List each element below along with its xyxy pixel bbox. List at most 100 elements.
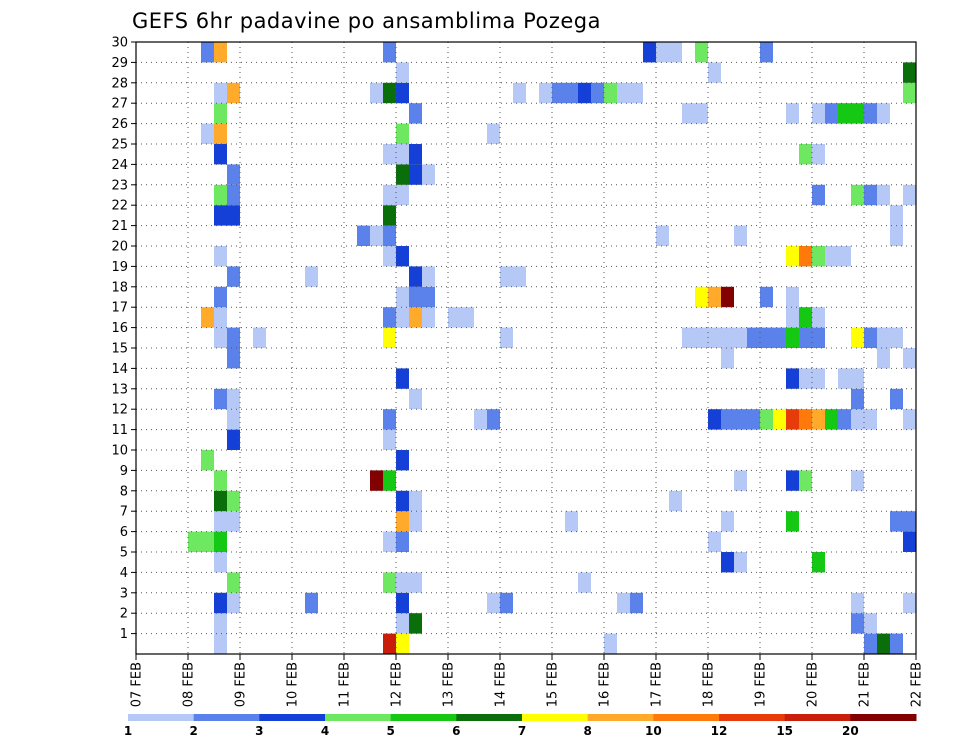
precip-cell bbox=[734, 552, 747, 573]
precip-cell bbox=[396, 613, 409, 634]
precip-cell bbox=[864, 409, 877, 430]
y-tick-label: 1 bbox=[120, 627, 128, 642]
x-tick-label: 22 FEB bbox=[910, 662, 925, 707]
precip-cell bbox=[799, 246, 812, 267]
precip-cell bbox=[721, 511, 734, 532]
precip-cell bbox=[383, 409, 396, 430]
precip-cell bbox=[565, 511, 578, 532]
precip-cell bbox=[578, 572, 591, 593]
precip-cell bbox=[500, 266, 513, 287]
precip-cell bbox=[760, 327, 773, 348]
precip-cell bbox=[214, 286, 227, 308]
colorbar-swatch bbox=[653, 714, 720, 721]
colorbar-label: 4 bbox=[321, 724, 329, 738]
precip-cell bbox=[500, 327, 513, 348]
precip-cell bbox=[695, 103, 708, 124]
y-tick-label: 14 bbox=[111, 362, 128, 377]
colorbar-label: 2 bbox=[189, 724, 197, 738]
y-tick-label: 22 bbox=[111, 199, 128, 214]
precip-cell bbox=[656, 42, 669, 63]
precip-cell bbox=[669, 490, 682, 512]
precip-cell bbox=[630, 82, 643, 104]
x-tick-label: 20 FEB bbox=[806, 662, 821, 707]
precip-cell bbox=[851, 613, 864, 634]
precip-cell bbox=[903, 184, 916, 206]
y-tick-label: 4 bbox=[120, 566, 128, 581]
colorbar-label: 20 bbox=[842, 724, 859, 738]
precip-cell bbox=[214, 511, 227, 532]
precip-cell bbox=[682, 103, 695, 124]
precip-cell bbox=[864, 633, 877, 654]
precip-cell bbox=[903, 511, 916, 532]
colorbar: 1 2 3 4 5 6 7 8 10 12 15 20 bbox=[124, 714, 917, 738]
colorbar-label: 7 bbox=[518, 724, 526, 738]
precip-cell bbox=[227, 490, 240, 512]
precip-cell bbox=[812, 246, 825, 267]
y-tick-label: 19 bbox=[111, 260, 128, 275]
colorbar-label: 10 bbox=[645, 724, 662, 738]
precip-cell bbox=[825, 103, 838, 124]
precip-cell bbox=[422, 164, 435, 185]
precip-cell bbox=[760, 42, 773, 63]
precip-cell bbox=[786, 409, 799, 430]
precip-cell bbox=[838, 103, 851, 124]
precip-cell bbox=[760, 286, 773, 308]
precip-cell bbox=[214, 307, 227, 328]
precip-cell bbox=[201, 307, 214, 328]
precip-cell bbox=[396, 633, 409, 654]
precip-cell bbox=[396, 286, 409, 308]
colorbar-label: 5 bbox=[386, 724, 394, 738]
precip-cell bbox=[227, 511, 240, 532]
precip-cell bbox=[383, 633, 396, 654]
precip-cell bbox=[721, 286, 734, 308]
precip-cell bbox=[786, 103, 799, 124]
precip-cell bbox=[214, 246, 227, 267]
x-tick-label: 17 FEB bbox=[650, 662, 665, 707]
precip-cell bbox=[799, 470, 812, 491]
precip-cell bbox=[396, 368, 409, 389]
precip-cell bbox=[838, 409, 851, 430]
x-tick-label: 11 FEB bbox=[338, 662, 353, 707]
precip-cell bbox=[890, 327, 903, 348]
precip-cell bbox=[214, 205, 227, 226]
precip-cell bbox=[396, 307, 409, 328]
precip-cell bbox=[396, 246, 409, 267]
precip-cell bbox=[630, 592, 643, 614]
precip-cell bbox=[513, 82, 526, 104]
precip-cell bbox=[214, 144, 227, 165]
precip-cell bbox=[383, 205, 396, 226]
precip-cell bbox=[838, 246, 851, 267]
precip-cell bbox=[812, 552, 825, 573]
precip-cell bbox=[370, 82, 383, 104]
colorbar-swatch bbox=[587, 714, 654, 721]
precip-cell bbox=[383, 531, 396, 552]
precip-cell bbox=[578, 82, 591, 104]
precip-cell bbox=[890, 511, 903, 532]
precip-cell bbox=[422, 266, 435, 287]
precip-cell bbox=[487, 123, 500, 144]
precip-cell bbox=[370, 225, 383, 246]
precip-cell bbox=[851, 409, 864, 430]
precip-cell bbox=[851, 103, 864, 124]
precip-cell bbox=[396, 82, 409, 104]
precip-cell bbox=[409, 307, 422, 328]
y-tick-label: 6 bbox=[120, 525, 128, 540]
y-tick-label: 5 bbox=[120, 546, 128, 561]
x-tick-label: 13 FEB bbox=[442, 662, 457, 707]
precip-cell bbox=[708, 531, 721, 552]
x-tick-label: 19 FEB bbox=[754, 662, 769, 707]
precip-cell bbox=[500, 592, 513, 614]
precip-cell bbox=[747, 327, 760, 348]
precip-cell bbox=[227, 205, 240, 226]
precip-cell bbox=[227, 592, 240, 614]
precip-cell bbox=[409, 572, 422, 593]
precip-cell bbox=[786, 307, 799, 328]
precip-cell bbox=[227, 82, 240, 104]
precip-cell bbox=[214, 82, 227, 104]
precip-cell bbox=[513, 266, 526, 287]
precip-cell bbox=[903, 592, 916, 614]
precip-cell bbox=[383, 184, 396, 206]
precip-cell bbox=[877, 327, 890, 348]
colorbar-swatch bbox=[259, 714, 326, 721]
precip-cell bbox=[812, 307, 825, 328]
